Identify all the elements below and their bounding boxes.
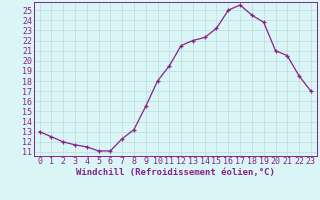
- X-axis label: Windchill (Refroidissement éolien,°C): Windchill (Refroidissement éolien,°C): [76, 168, 275, 177]
